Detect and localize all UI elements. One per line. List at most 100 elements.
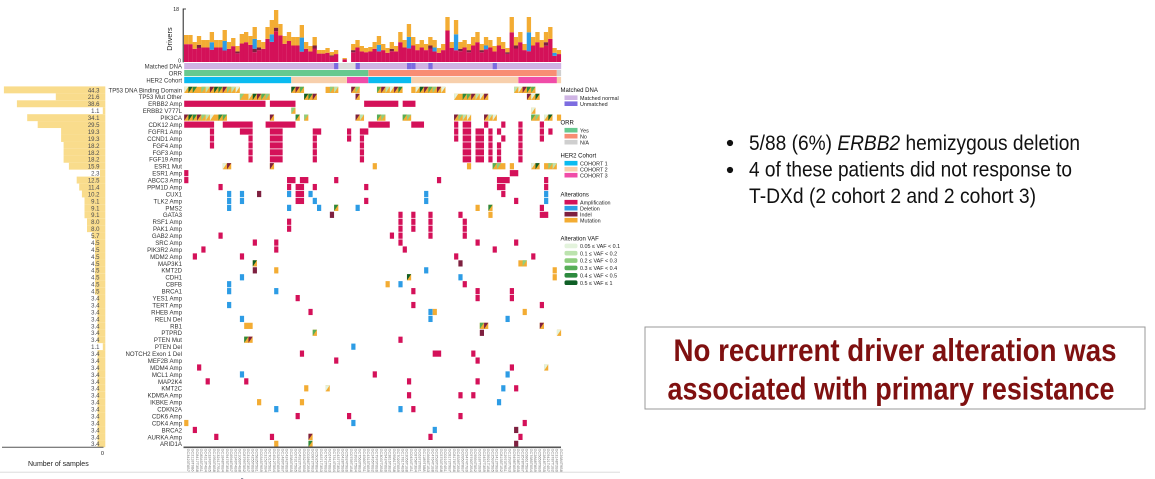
svg-text:3.4: 3.4 xyxy=(91,380,100,386)
svg-text:Indel: Indel xyxy=(580,212,592,218)
svg-text:GC3578T8B7: GC3578T8B7 xyxy=(520,449,524,472)
svg-text:GC7020T0B9: GC7020T0B9 xyxy=(396,449,400,472)
svg-text:GC9581T7B8: GC9581T7B8 xyxy=(392,449,396,472)
svg-text:GC2684T9B8: GC2684T9B8 xyxy=(559,449,563,472)
svg-text:IKBKE Amp: IKBKE Amp xyxy=(150,400,182,407)
svg-text:TP53 DNA Binding Domain: TP53 DNA Binding Domain xyxy=(109,87,183,94)
svg-text:Matched normal: Matched normal xyxy=(580,96,619,102)
svg-text:KMT2D: KMT2D xyxy=(161,268,182,275)
svg-text:3.4: 3.4 xyxy=(91,415,100,421)
svg-text:GC4255T6B9: GC4255T6B9 xyxy=(251,449,255,472)
svg-text:GC3931T5B4: GC3931T5B4 xyxy=(353,449,357,472)
svg-text:GC1953T6B8: GC1953T6B8 xyxy=(212,449,216,472)
svg-text:3.4: 3.4 xyxy=(91,387,100,393)
svg-text:3.4: 3.4 xyxy=(91,310,100,316)
svg-text:BRCA1: BRCA1 xyxy=(162,289,183,296)
svg-text:FGFR1 Amp: FGFR1 Amp xyxy=(148,129,182,136)
svg-text:ERBB2 Amp: ERBB2 Amp xyxy=(148,101,182,108)
svg-text:GC7563T8B3: GC7563T8B3 xyxy=(358,449,362,472)
svg-text:GC9424T6B6: GC9424T6B6 xyxy=(383,449,387,472)
svg-text:GC2495T0B2: GC2495T0B2 xyxy=(370,449,374,472)
svg-text:3.4: 3.4 xyxy=(91,338,100,344)
svg-text:RSF1 Amp: RSF1 Amp xyxy=(153,219,183,226)
svg-text:GAB2 Amp: GAB2 Amp xyxy=(152,233,183,240)
svg-text:GC3162T3B7: GC3162T3B7 xyxy=(246,449,250,472)
svg-text:GC9760T2B4: GC9760T2B4 xyxy=(469,449,473,472)
svg-text:GC2412T9B0: GC2412T9B0 xyxy=(495,449,499,472)
svg-text:3.4: 3.4 xyxy=(91,359,100,365)
svg-text:GC0950T8B7: GC0950T8B7 xyxy=(460,449,464,472)
svg-text:19.3: 19.3 xyxy=(88,130,100,136)
svg-text:GC3787T1B2: GC3787T1B2 xyxy=(550,449,554,472)
svg-text:GC2593T5B5: GC2593T5B5 xyxy=(490,449,494,472)
svg-text:FGF3 Amp: FGF3 Amp xyxy=(153,150,183,157)
svg-text:0.3 ≤ VAF < 0.4: 0.3 ≤ VAF < 0.4 xyxy=(580,266,617,272)
svg-text:Amplification: Amplification xyxy=(580,200,611,206)
svg-text:GC1781T4B9: GC1781T4B9 xyxy=(400,449,404,472)
svg-text:38.6: 38.6 xyxy=(88,102,100,108)
svg-text:TERT Amp: TERT Amp xyxy=(152,302,182,309)
svg-text:RHEB Amp: RHEB Amp xyxy=(151,309,182,316)
svg-text:4 of these patients did not re: 4 of these patients did not response to xyxy=(749,158,1072,182)
svg-text:GC6187T2B9: GC6187T2B9 xyxy=(478,449,482,472)
svg-text:PIK3CA: PIK3CA xyxy=(160,115,183,122)
svg-text:RB1: RB1 xyxy=(170,323,182,330)
svg-text:KMT2C: KMT2C xyxy=(161,386,182,393)
svg-text:1.1: 1.1 xyxy=(91,345,100,351)
svg-text:GC8176T3B6: GC8176T3B6 xyxy=(452,449,456,472)
svg-text:GC6946T6B7: GC6946T6B7 xyxy=(229,449,233,472)
svg-text:1.1: 1.1 xyxy=(91,109,100,115)
svg-text:GC5921T1B6: GC5921T1B6 xyxy=(486,449,490,472)
svg-text:CDKN2A: CDKN2A xyxy=(157,407,183,414)
svg-text:44.3: 44.3 xyxy=(88,88,100,94)
svg-text:GC1069T4B8: GC1069T4B8 xyxy=(238,449,242,472)
svg-text:ERBB2 V777L: ERBB2 V777L xyxy=(143,108,183,115)
svg-text:8.0: 8.0 xyxy=(91,227,100,233)
svg-text:GC4560T7B1: GC4560T7B1 xyxy=(362,449,366,472)
svg-text:CCND1 Amp: CCND1 Amp xyxy=(147,136,182,143)
svg-text:3.4: 3.4 xyxy=(91,394,100,400)
svg-text:GC4764T1B8: GC4764T1B8 xyxy=(430,449,434,472)
svg-text:GC5835T5B1: GC5835T5B1 xyxy=(255,449,259,472)
svg-text:GC0454T1B1: GC0454T1B1 xyxy=(409,449,413,472)
svg-text:SRC Amp: SRC Amp xyxy=(155,240,182,247)
svg-text:GC8758T3B4: GC8758T3B4 xyxy=(413,449,417,472)
svg-text:YES1 Amp: YES1 Amp xyxy=(153,296,183,303)
svg-text:9.1: 9.1 xyxy=(91,213,100,219)
svg-text:CUX1: CUX1 xyxy=(166,191,183,198)
svg-text:0.2 ≤ VAF < 0.3: 0.2 ≤ VAF < 0.3 xyxy=(580,259,617,265)
svg-text:NOTCH2 Exon 1 Del: NOTCH2 Exon 1 Del xyxy=(125,351,182,358)
svg-text:GC1293T7B3: GC1293T7B3 xyxy=(508,449,512,472)
svg-text:Number of samples: Number of samples xyxy=(28,461,89,468)
svg-text:GC3816T3B2: GC3816T3B2 xyxy=(388,449,392,472)
svg-text:0: 0 xyxy=(178,59,181,65)
svg-text:ESR1 Mut: ESR1 Mut xyxy=(154,164,182,171)
svg-text:COHORT 1: COHORT 1 xyxy=(580,161,608,167)
svg-text:GC5659T9B0: GC5659T9B0 xyxy=(538,449,542,472)
svg-text:GC6428T5B0: GC6428T5B0 xyxy=(340,449,344,472)
svg-text:Yes: Yes xyxy=(580,128,589,134)
svg-text:GC6741T6B3: GC6741T6B3 xyxy=(328,449,332,472)
svg-text:ORR: ORR xyxy=(169,72,183,78)
svg-text:GC7970T6B6: GC7970T6B6 xyxy=(375,449,379,472)
svg-text:GC9421T4B7: GC9421T4B7 xyxy=(546,449,550,472)
svg-text:3.4: 3.4 xyxy=(91,303,100,309)
svg-text:GC2818T7B5: GC2818T7B5 xyxy=(542,449,546,472)
svg-text:8.0: 8.0 xyxy=(91,220,100,226)
svg-text:CBFB: CBFB xyxy=(166,282,182,289)
svg-text:associated with primary resist: associated with primary resistance xyxy=(668,370,1115,406)
svg-text:GC9498T6B9: GC9498T6B9 xyxy=(512,449,516,472)
svg-text:PMS2: PMS2 xyxy=(165,205,182,212)
svg-text:GC7314T0B4: GC7314T0B4 xyxy=(332,449,336,472)
svg-text:0.05 ≤ VAF < 0.1: 0.05 ≤ VAF < 0.1 xyxy=(580,244,620,250)
svg-text:GC2530T2B2: GC2530T2B2 xyxy=(435,449,439,472)
svg-text:GC9474T7B9: GC9474T7B9 xyxy=(465,449,469,472)
svg-text:12.5: 12.5 xyxy=(88,179,100,185)
svg-text:MAP2K4: MAP2K4 xyxy=(158,379,183,386)
svg-text:3.4: 3.4 xyxy=(91,435,100,441)
svg-text:N/A: N/A xyxy=(580,140,589,146)
svg-text:KDM5A Amp: KDM5A Amp xyxy=(147,393,182,400)
svg-text:GC2973T9B1: GC2973T9B1 xyxy=(503,449,507,472)
svg-text:Matched DNA: Matched DNA xyxy=(561,88,598,94)
svg-text:GC5753T4B8: GC5753T4B8 xyxy=(439,449,443,472)
